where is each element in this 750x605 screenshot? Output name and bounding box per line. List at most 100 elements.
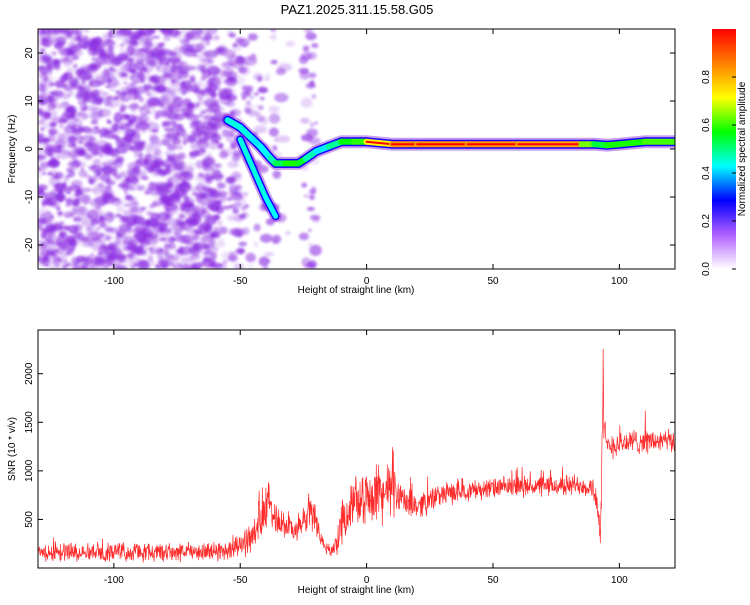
spectrogram-speckle [163,34,171,42]
spectrogram-speckle [204,102,210,108]
spectrogram-speckle [229,110,236,116]
spectrogram-speckle [50,104,56,108]
spectrogram-speckle [83,44,89,49]
spectrogram-speckle [60,101,71,110]
spectrogram-speckle [231,191,243,201]
spectrogram-speckle [273,138,279,143]
spectrogram-speckle [163,223,170,227]
spectrogram-speckle [227,214,235,222]
spectrogram-speckle [241,205,247,211]
spectrogram-speckle [116,244,121,250]
spectrogram-speckle [92,158,101,168]
spectrogram-speckle [300,117,310,124]
spectrogram-speckle [270,59,278,65]
spectrogram-speckle [124,191,128,195]
spectrogram-speckle [61,93,70,100]
spectrogram-speckle [65,68,72,74]
spectrogram-speckle [305,82,316,89]
spectrogram-speckle [50,156,56,163]
spectrogram-speckle [100,72,106,79]
spectrogram-speckle [262,265,269,269]
spectrogram-speckle [238,248,245,254]
spectrogram-speckle [76,111,86,121]
spectrogram-speckle [177,64,190,75]
spectrogram-speckle [154,110,169,117]
spectrogram-speckle [203,163,208,167]
spectrogram-speckle [106,147,115,153]
spectrogram-speckle [187,66,197,71]
spectrogram-speckle [133,152,139,158]
spectrogram-speckle [255,104,264,110]
spectrogram-speckle [45,148,54,157]
spectrogram-speckle [211,169,222,178]
spectrogram-speckle [75,29,85,33]
spectrogram-speckle [71,261,83,269]
spectrogram-speckle [146,96,160,108]
spectrogram-speckle [249,95,255,100]
spectrogram-speckle [146,29,156,35]
spectrogram-speckle [149,232,159,240]
snr-x-tick-label: 50 [487,575,499,586]
spectrogram-speckle [143,71,151,79]
spectrogram-speckle [41,39,53,48]
spectrogram-speckle [58,118,66,124]
spectrogram-speckle [60,75,68,83]
spectrogram-speckle [90,119,98,125]
spectrogram-speckle [44,197,57,207]
spectrogram-speckle [226,177,235,183]
spectrogram-speckle [114,121,120,127]
spectrogram-speckle [40,249,51,259]
spectrogram-speckle [146,211,153,216]
spectrogram-speckle [193,87,201,94]
spectrogram-speckle [62,149,71,156]
spectrogram-speckle [221,205,231,210]
spectrogram-speckle [88,178,95,185]
spectrogram-speckle [205,144,211,150]
spectrogram-speckle [101,58,105,63]
spectrogram-speckle [198,90,206,95]
spectrogram-speckle [66,250,72,256]
spectrogram-speckle [119,47,125,52]
spectrogram-speckle [67,40,76,49]
spectrogram-speckle [99,127,108,137]
spectrogram-speckle [81,93,91,102]
colorbar-tick-label: 0.8 [701,70,712,84]
spectrogram-speckle [100,80,106,85]
spectrogram-speckle [166,125,175,134]
spectrogram-speckle [116,202,125,212]
spectrogram-speckle [89,63,98,70]
spectrogram-speckle [151,200,162,207]
spectrogram-speckle [99,233,104,238]
spectrogram-speckle [105,84,111,89]
spectrogram-speckle [235,184,242,191]
spectrogram-speckle [53,248,60,253]
spectrogram-speckle [233,214,245,222]
spectrogram-speckle [128,206,139,213]
spectrogram-speckle [77,70,93,81]
spectrogram-speckle [207,122,214,126]
spectrogram-speckle [38,31,51,41]
spectrogram-speckle [56,185,64,191]
spectrogram-y-tick-label: -10 [24,189,35,204]
spectrogram-speckle [38,187,48,193]
colorbar-axis: 0.0 0.2 0.4 0.6 0.8 [701,70,736,276]
spectrogram-speckle [245,100,251,106]
spectrogram-speckle [219,94,232,105]
spectrogram-speckle [132,215,145,225]
spectrogram-speckle [83,35,88,41]
spectrogram-speckle [226,29,234,37]
spectrogram-speckle [79,257,89,264]
spectrogram-speckle [91,37,103,45]
spectrogram-speckle [150,154,155,161]
spectrogram-speckle [238,241,247,247]
spectrogram-speckle [141,46,149,53]
spectrogram-speckle [78,149,84,153]
spectrogram-y-tick-label: 20 [24,47,35,59]
spectrogram-speckle [101,166,113,175]
spectrogram-speckle [95,227,101,231]
spectrogram-speckle [163,49,174,56]
spectrogram-speckle [112,95,126,105]
spectrogram-speckle [259,233,273,243]
spectrogram-speckle [138,152,143,158]
